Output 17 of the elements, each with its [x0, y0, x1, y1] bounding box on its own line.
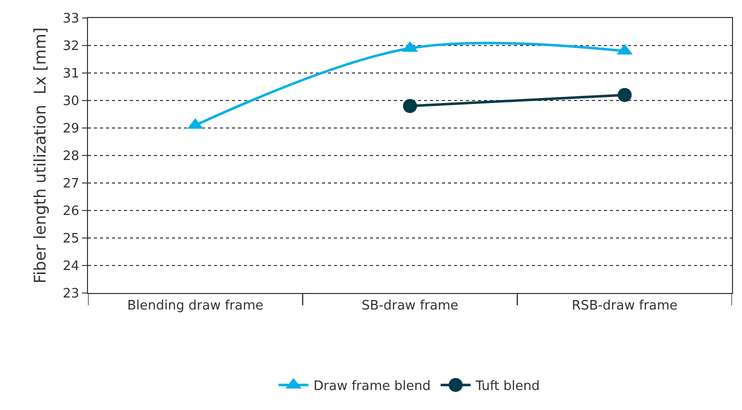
y-tick-label: 23 [62, 286, 80, 302]
x-tick-label: RSB-draw frame [572, 298, 678, 314]
y-tick-label: 29 [62, 122, 80, 137]
legend-label: Tuft blend [474, 379, 540, 394]
y-tick-label: 26 [62, 204, 80, 220]
x-tick-label: SB-draw frame [362, 298, 458, 314]
y-tick-label: 28 [62, 149, 80, 164]
y-axis-title: Fiber length utilization Lx [mm] [30, 27, 50, 284]
y-tick-label: 31 [62, 66, 80, 82]
legend-label: Draw frame blend [314, 379, 431, 394]
y-tick-label: 27 [62, 176, 80, 192]
y-tick-label: 24 [62, 259, 80, 274]
y-tick-label: 32 [62, 39, 80, 54]
x-tick-label: Blending draw frame [127, 298, 264, 314]
y-tick-label: 25 [62, 232, 80, 247]
y-tick-label: 33 [62, 12, 80, 27]
y-tick-label: 30 [62, 94, 80, 110]
